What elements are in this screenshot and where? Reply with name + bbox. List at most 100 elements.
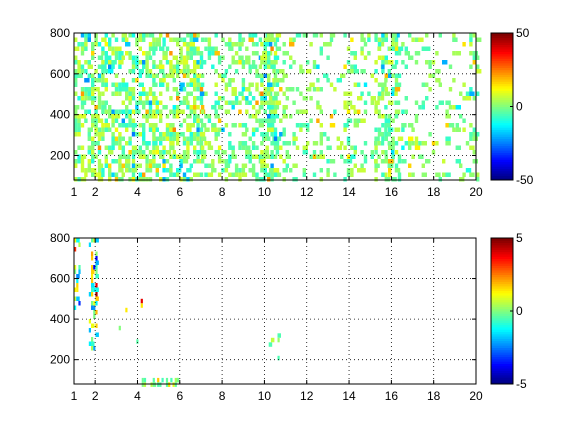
heatmap-cell: [353, 150, 357, 155]
heatmap-cell: [414, 60, 419, 65]
heatmap-cell: [76, 296, 80, 301]
heatmap-cell: [108, 172, 112, 177]
heatmap-cell: [80, 105, 85, 110]
heatmap-cell: [350, 64, 356, 69]
heatmap-cell: [196, 127, 200, 132]
heatmap-cell: [421, 163, 425, 168]
heatmap-cell: [265, 64, 271, 69]
colorbar-swatch: [491, 260, 513, 264]
heatmap-cell: [193, 150, 197, 155]
heatmap-cell: [159, 46, 165, 51]
heatmap-cell: [148, 168, 153, 173]
heatmap-cell: [128, 55, 132, 60]
heatmap-cell: [196, 114, 200, 119]
heatmap-cell: [172, 37, 178, 42]
heatmap-cell: [267, 73, 271, 78]
heatmap-cell: [381, 37, 385, 42]
heatmap-cell: [435, 105, 439, 110]
heatmap-cell: [74, 114, 78, 119]
heatmap-cell: [77, 114, 81, 119]
heatmap-cell: [428, 64, 432, 69]
heatmap-cell: [204, 163, 210, 168]
x-tick-label: 4: [134, 185, 141, 199]
heatmap-cell: [170, 377, 173, 383]
heatmap-cell: [273, 51, 278, 56]
heatmap-cell: [104, 123, 110, 128]
heatmap-cell: [270, 87, 274, 92]
heatmap-cell: [148, 73, 153, 78]
heatmap-cell: [231, 42, 237, 47]
heatmap-cell: [155, 109, 159, 114]
heatmap-cell: [176, 96, 180, 101]
colorbar-swatch: [491, 111, 513, 114]
heatmap-cell: [231, 105, 235, 110]
heatmap-cell: [404, 46, 408, 51]
heatmap-cell: [326, 42, 332, 47]
x-tick-label: 6: [176, 185, 183, 199]
heatmap-cell: [196, 96, 200, 101]
heatmap-cell: [401, 42, 405, 47]
heatmap-cell: [270, 37, 276, 42]
heatmap-cell: [159, 136, 163, 141]
heatmap-cell: [374, 177, 378, 182]
heatmap-cell: [346, 159, 353, 164]
heatmap-cell: [128, 100, 132, 105]
colorbar-swatch: [491, 97, 513, 101]
heatmap-cell: [248, 150, 252, 155]
heatmap-cell: [87, 96, 91, 101]
x-tick-label: 2: [92, 185, 99, 199]
heatmap-cell: [118, 154, 124, 159]
heatmap-cell: [95, 269, 98, 274]
heatmap-cell: [74, 177, 78, 182]
heatmap-cell: [148, 114, 155, 119]
heatmap-cell: [84, 118, 88, 123]
heatmap-cell: [384, 118, 390, 123]
heatmap-cell: [384, 105, 388, 110]
heatmap-cell: [394, 141, 399, 146]
heatmap-cell: [131, 177, 136, 182]
heatmap-cell: [104, 127, 110, 132]
heatmap-cell: [326, 172, 330, 177]
heatmap-cell: [114, 172, 119, 177]
heatmap-cell: [199, 141, 204, 146]
heatmap-cell: [414, 114, 419, 119]
heatmap-cell: [238, 42, 244, 47]
heatmap-cell: [272, 100, 276, 105]
heatmap-cell: [162, 132, 168, 137]
heatmap-cell: [267, 33, 271, 38]
heatmap-cell: [279, 87, 283, 92]
heatmap-cell: [340, 141, 344, 146]
heatmap-cell: [251, 127, 258, 132]
heatmap-cell: [145, 168, 151, 173]
colorbar-swatch: [491, 131, 513, 135]
heatmap-cell: [165, 33, 170, 38]
heatmap-cell: [97, 136, 102, 141]
heatmap-cell: [93, 310, 96, 315]
colorbar-swatch: [491, 331, 513, 335]
colorbar-swatch: [491, 62, 513, 66]
heatmap-cell: [159, 100, 163, 105]
x-axis: 1 2 4 6 8 10 12 14 16 18 20: [71, 33, 483, 199]
heatmap-cell: [84, 46, 88, 51]
heatmap-cell: [381, 55, 387, 60]
heatmap-cell: [135, 105, 139, 110]
heatmap-cell: [275, 136, 282, 141]
heatmap-cell: [384, 78, 388, 83]
heatmap-cell: [91, 87, 97, 92]
heatmap-cell: [118, 91, 122, 96]
heatmap-cell: [176, 64, 180, 69]
heatmap-cell: [255, 109, 261, 114]
heatmap-cell: [148, 55, 153, 60]
heatmap-cell: [231, 55, 235, 60]
heatmap-cell: [162, 105, 168, 110]
heatmap-cell: [128, 118, 132, 123]
heatmap-cell: [275, 172, 282, 177]
heatmap-cell: [397, 172, 402, 177]
heatmap-cell: [245, 60, 251, 65]
heatmap-cell: [165, 150, 172, 155]
heatmap-cell: [263, 154, 269, 159]
heatmap-cell: [84, 37, 88, 42]
heatmap-cell: [282, 141, 286, 146]
heatmap-cell: [346, 109, 351, 114]
grid-lines: [74, 33, 476, 180]
